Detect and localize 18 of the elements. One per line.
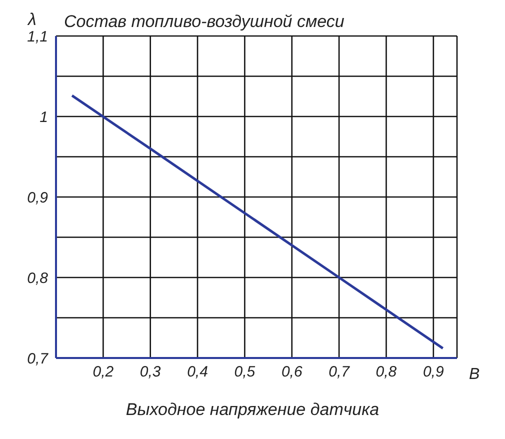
y-tick-label: 1,1 (27, 28, 48, 46)
y-tick-label: 1 (40, 108, 48, 126)
x-tick-label: 0,3 (140, 364, 162, 381)
y-tick-label: 0,9 (27, 189, 49, 206)
x-tick-label: 0,9 (422, 364, 444, 381)
chart-title: Состав топливо-воздушной смеси (64, 12, 344, 32)
x-tick-label: 0,4 (187, 364, 208, 381)
x-tick-label: 0,8 (376, 364, 398, 381)
y-tick-label: 0,7 (27, 350, 49, 368)
x-tick-label: 0,2 (92, 364, 114, 381)
text: В (469, 366, 480, 384)
x-tick-label: 0,7 (328, 364, 350, 381)
x-axis-title: Выходное напряжение датчика (124, 400, 380, 420)
y-axis-title: λ (28, 10, 36, 30)
x-tick-label: 0,5 (234, 364, 256, 381)
x-tick-label: 0,6 (281, 364, 303, 381)
y-tick-label: 0,8 (27, 270, 49, 287)
line-series (70, 94, 444, 350)
